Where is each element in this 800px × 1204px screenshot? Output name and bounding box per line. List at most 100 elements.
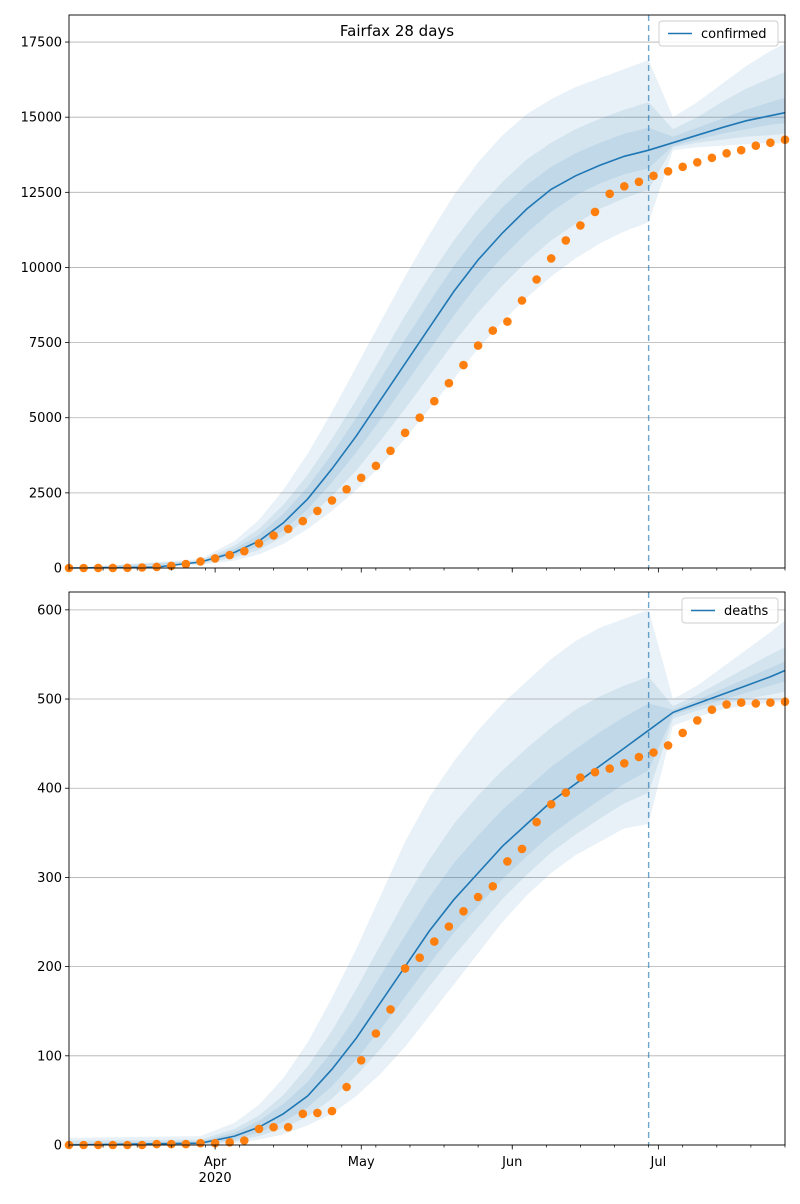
observed-point [488,882,498,891]
observed-point [517,844,527,854]
observed-point [751,141,761,150]
x-tick-label: Jul [650,1155,667,1170]
observed-point [707,705,717,714]
uncertainty-band-0 [69,610,785,1145]
observed-point [371,461,381,471]
y-tick-label: 17500 [21,36,62,51]
observed-point [269,531,278,540]
observed-point [386,1005,395,1014]
plot-frame [68,591,786,1146]
observed-point [488,326,498,335]
observed-point [415,413,425,423]
observed-point [137,563,147,572]
uncertainty-band-2 [69,97,785,568]
y-tick-label: 10000 [21,261,62,276]
observed-point [707,153,717,163]
observed-point [415,953,425,962]
observed-point [181,559,191,569]
observed-point [298,1109,308,1119]
observed-point [444,378,454,388]
y-tick-label: 600 [37,603,62,618]
observed-point [561,236,571,245]
model-median-line [68,111,786,569]
observed-point [430,937,439,946]
y-tick-label: 300 [37,871,62,886]
observed-point [693,158,702,167]
observed-point [327,1106,337,1116]
x-tick-label: Jun [501,1155,522,1170]
observed-point [620,182,629,191]
observed-point [473,341,483,350]
model-median-line [68,669,786,1146]
observed-point [210,554,220,563]
observed-point [517,296,527,305]
y-tick-label: 7500 [29,336,62,351]
y-tick-label: 0 [54,562,62,577]
observed-point [400,428,410,438]
observed-point [693,716,702,725]
x-tick-sublabel: 2020 [199,1171,232,1186]
y-tick-label: 0 [54,1139,62,1154]
uncertainty-band-0 [69,43,785,569]
observed-point [225,1138,234,1147]
observed-point [663,167,673,176]
observed-point [722,700,731,709]
observed-point [576,773,585,782]
observed-point [649,171,658,181]
observed-point [590,207,600,217]
uncertainty-band-1 [69,647,785,1145]
observed-point [196,557,205,566]
observed-point [532,817,541,827]
uncertainty-band-2 [69,661,785,1145]
y-tick-label: 400 [37,782,62,797]
observed-point [181,1139,191,1149]
observed-point [225,550,234,560]
observed-point [605,189,614,199]
x-tick-label: May [348,1155,375,1170]
observed-point [313,506,322,516]
observed-point [254,1124,264,1134]
observed-point [649,748,658,757]
observed-point [678,162,687,172]
observed-point [327,496,337,505]
observed-point [240,546,249,556]
observed-point [634,752,644,762]
uncertainty-band-1 [69,72,785,568]
observed-point [269,1122,278,1132]
observed-point [400,964,410,973]
observed-point [766,138,775,147]
observed-point [736,145,746,155]
y-tick-label: 5000 [29,411,62,426]
observed-point [371,1029,381,1038]
observed-point [590,767,600,777]
plot-frame [68,14,786,569]
legend-label: confirmed [701,27,767,42]
observed-point [167,1139,176,1149]
observed-point [532,275,541,284]
observed-point [254,539,264,548]
legend-box [681,597,779,624]
y-tick-label: 100 [37,1049,62,1064]
y-tick-label: 12500 [21,186,62,201]
chart-title: Fairfax 28 days [340,22,454,40]
observed-point [459,360,468,370]
legend-label: deaths [724,604,769,619]
observed-point [576,221,585,230]
x-tick-label: Apr [204,1155,227,1170]
observed-point [196,1138,205,1148]
observed-point [152,562,161,572]
y-tick-label: 200 [37,960,62,975]
observed-point [283,1122,293,1132]
observed-point [152,1139,161,1149]
observed-point [356,1056,366,1065]
observed-point [356,473,366,483]
observed-point [473,892,483,902]
observed-point [546,254,556,263]
observed-point [459,907,468,916]
observed-point [342,1082,351,1092]
confirmed-panel: 0 2500 5000 7500 10000 12500 15000 17500 confirm… [21,14,790,577]
observed-point [240,1136,249,1145]
observed-point [736,698,746,707]
